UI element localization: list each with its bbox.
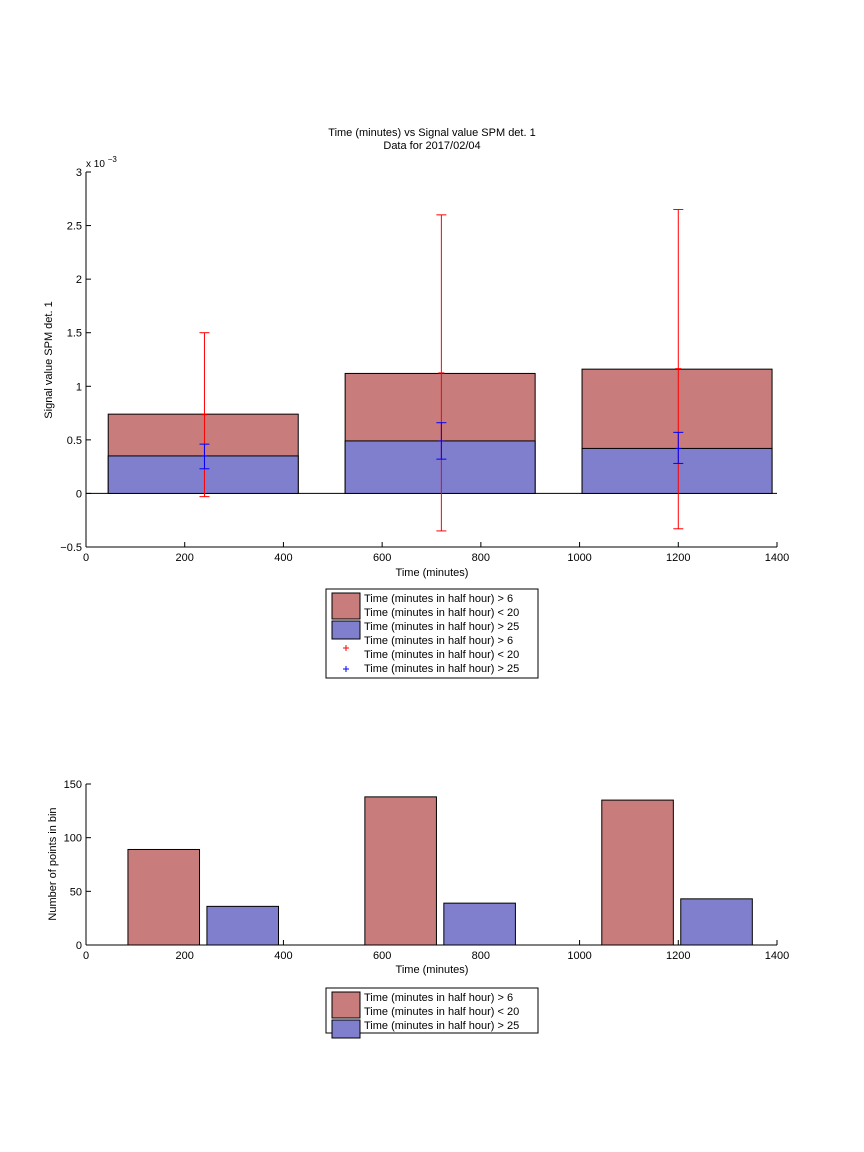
x-tick-label: 1400 [765,552,789,564]
chart1-xlabel: Time (minutes) [396,567,469,579]
chart2-ylabel: Number of points in bin [47,807,59,920]
bar-series-a [364,796,437,946]
legend-label: Time (minutes in half hour) > 25 [364,663,519,675]
chart1-ylabel: Signal value SPM det. 1 [43,301,55,418]
y-tick-label: −0.5 [60,542,82,554]
legend-label: Time (minutes in half hour) > 6 [364,992,513,1004]
legend-label: Time (minutes in half hour) > 25 [364,621,519,633]
bar-series-a [601,799,674,946]
x-tick-label: 200 [176,950,194,962]
legend-label: Time (minutes in half hour) < 20 [364,649,519,661]
chart1-plot-area: 0 200 400 600 800 1000 1200 1400−0.500.511.522.… [60,167,789,564]
legend-swatch [331,991,361,1019]
legend-swatch [331,1019,361,1039]
x-tick-label: 600 [373,950,391,962]
legend-label: Time (minutes in half hour) > 25 [364,1020,519,1032]
legend-label: Time (minutes in half hour) > 6 [364,635,513,647]
y-tick-label: 0 [76,488,82,500]
y-tick-label: 3 [76,167,82,179]
x-tick-label: 800 [472,950,490,962]
x-tick-label: 1400 [765,950,789,962]
bar-series-b [680,898,753,946]
x-tick-label: 1000 [567,950,591,962]
bar-series-b [206,905,279,946]
y-tick-label: 0.5 [67,435,82,447]
x-tick-label: 400 [274,950,292,962]
y-tick-label: 2 [76,274,82,286]
x-tick-label: 600 [373,552,391,564]
legend-swatch [331,592,361,620]
x-tick-label: 200 [176,552,194,564]
legend-label: Time (minutes in half hour) < 20 [364,607,519,619]
y-tick-label: 2.5 [67,221,82,233]
legend-swatch [331,620,361,640]
x-tick-label: 400 [274,552,292,564]
bar-series-b [344,440,536,494]
chart2-legend: Time (minutes in half hour) > 6 Time (min… [325,987,539,1039]
y-tick-label: 50 [70,886,82,898]
legend-box [325,588,539,679]
x-tick-label: 1000 [567,552,591,564]
chart1-y-multiplier-base: x 10 [86,159,105,170]
x-tick-label: 0 [83,950,89,962]
bar-series-a [127,848,201,946]
legend-label: Time (minutes in half hour) < 20 [364,1006,519,1018]
y-tick-label: 100 [64,833,82,845]
bar-series-b [107,455,299,494]
x-tick-label: 800 [472,552,490,564]
chart1-legend: Time (minutes in half hour) > 6 Time (min… [325,588,539,679]
y-tick-label: 150 [64,779,82,791]
y-tick-label: 1 [76,381,82,393]
x-tick-label: 1200 [666,950,690,962]
y-tick-label: 0 [76,940,82,952]
bar-series-b [581,447,773,494]
chart1-subtitle: Data for 2017/02/04 [383,140,480,152]
legend-box [325,987,539,1034]
x-tick-label: 1200 [666,552,690,564]
chart2-xlabel: Time (minutes) [396,964,469,976]
chart1-y-multiplier-exponent: −3 [108,155,118,164]
bar-series-b [443,902,516,946]
chart1-y-multiplier: x 10 −3 [86,155,117,170]
chart2-plot-area: 0 200 400 600 800 1000 1200 1400 0 50 100 150 [64,779,790,962]
legend-label: Time (minutes in half hour) > 6 [364,593,513,605]
y-tick-label: 1.5 [67,328,82,340]
x-tick-label: 0 [83,552,89,564]
chart1-title: Time (minutes) vs Signal value SPM det. … [328,127,535,139]
